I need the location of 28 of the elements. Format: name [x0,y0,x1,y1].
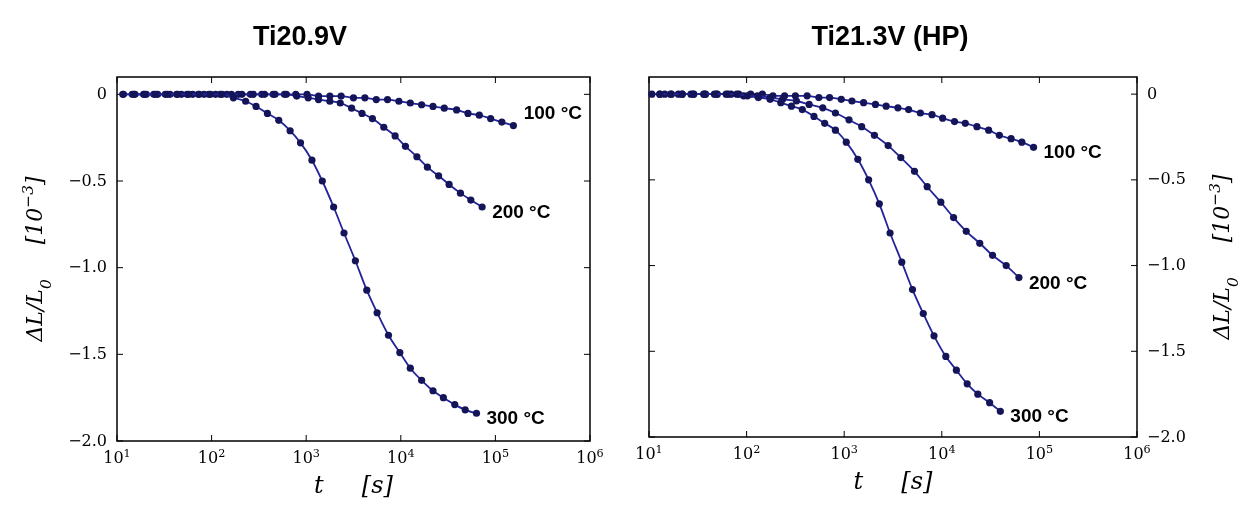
y2-tick-label: 0 [1147,83,1158,103]
chart-title: Ti21.3V (HP) [811,21,969,51]
series-label: 200 °C [492,201,551,223]
x-tick-label: 10$^{1}$ [635,442,663,463]
x-tick-label: 10$^{2}$ [197,446,226,467]
series-label: 100 °C [523,101,583,123]
x-tick-label: 10$^{5}$ [1025,442,1054,463]
x-axis-title: t [s] [314,471,394,499]
x-axis-title: t [s] [853,467,934,495]
x-tick-label: 10$^{4}$ [928,442,956,463]
series-label: 300 °C [486,407,546,429]
x-tick-label: 10$^{4}$ [387,446,415,467]
y-tick-label: −0.5 [68,170,107,190]
x-tick-label: 10$^{5}$ [481,446,510,467]
x-tick-label: 10$^{2}$ [732,442,761,463]
x-tick-label: 10$^{6}$ [576,446,604,467]
y2-tick-label: −1.5 [1147,340,1186,360]
series-label: 300 °C [1010,405,1069,427]
y-tick-label: −1.0 [68,257,107,277]
x-tick-label: 10$^{3}$ [830,442,858,463]
y-tick-label: −1.5 [68,343,107,363]
y2-tick-label: −0.5 [1147,169,1186,189]
y2-tick-label: −1.0 [1147,255,1186,275]
y-tick-label: 0 [96,83,107,103]
chart-title: Ti20.9V [252,21,348,51]
x-tick-label: 10$^{3}$ [292,446,320,467]
series-label: 200 °C [1028,271,1088,293]
series-label: 100 °C [1043,141,1103,163]
